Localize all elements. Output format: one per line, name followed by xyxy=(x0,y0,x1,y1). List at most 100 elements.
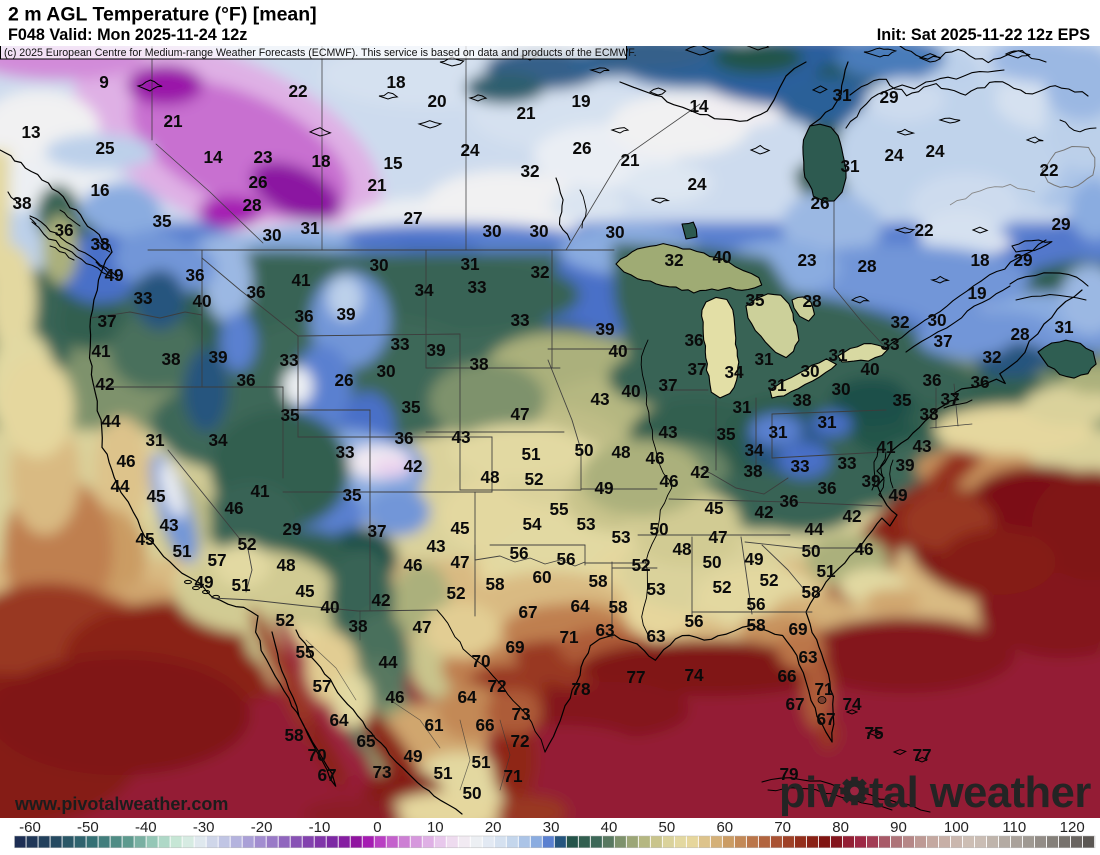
svg-text:32: 32 xyxy=(520,161,539,181)
svg-text:36: 36 xyxy=(394,428,413,448)
svg-text:2 m AGL Temperature (°F) [mean: 2 m AGL Temperature (°F) [mean] xyxy=(8,4,317,26)
svg-text:26: 26 xyxy=(248,172,267,192)
svg-text:35: 35 xyxy=(745,290,765,310)
svg-text:39: 39 xyxy=(895,455,914,475)
svg-text:33: 33 xyxy=(880,334,899,354)
svg-text:43: 43 xyxy=(159,515,178,535)
svg-text:70: 70 xyxy=(307,745,326,765)
svg-text:30: 30 xyxy=(927,310,946,330)
svg-text:51: 51 xyxy=(172,541,192,561)
svg-text:43: 43 xyxy=(426,536,445,556)
svg-text:29: 29 xyxy=(1013,250,1032,270)
svg-text:43: 43 xyxy=(590,389,609,409)
svg-text:37: 37 xyxy=(97,311,116,331)
svg-text:50: 50 xyxy=(649,519,668,539)
svg-text:51: 51 xyxy=(433,763,453,783)
svg-text:20: 20 xyxy=(427,91,446,111)
svg-text:33: 33 xyxy=(790,456,809,476)
svg-text:37: 37 xyxy=(687,359,706,379)
svg-text:35: 35 xyxy=(716,424,736,444)
svg-text:53: 53 xyxy=(646,579,665,599)
svg-text:73: 73 xyxy=(372,762,391,782)
svg-text:36: 36 xyxy=(185,265,204,285)
svg-text:24: 24 xyxy=(925,141,945,161)
svg-text:41: 41 xyxy=(876,437,896,457)
svg-text:31: 31 xyxy=(828,345,848,365)
svg-text:52: 52 xyxy=(631,555,650,575)
svg-text:58: 58 xyxy=(485,574,505,594)
svg-text:34: 34 xyxy=(414,280,434,300)
svg-text:14: 14 xyxy=(689,96,709,116)
svg-text:33: 33 xyxy=(279,350,298,370)
svg-text:0: 0 xyxy=(373,819,381,836)
svg-text:52: 52 xyxy=(759,570,778,590)
svg-text:61: 61 xyxy=(424,715,444,735)
svg-text:23: 23 xyxy=(253,147,272,167)
svg-text:49: 49 xyxy=(594,478,613,498)
svg-text:35: 35 xyxy=(152,211,172,231)
svg-text:47: 47 xyxy=(450,552,469,572)
svg-text:56: 56 xyxy=(509,543,528,563)
svg-text:43: 43 xyxy=(451,427,470,447)
svg-text:100: 100 xyxy=(944,819,969,836)
svg-text:66: 66 xyxy=(475,715,494,735)
svg-text:51: 51 xyxy=(231,575,251,595)
svg-text:36: 36 xyxy=(922,370,941,390)
svg-text:35: 35 xyxy=(892,390,912,410)
svg-text:69: 69 xyxy=(788,619,807,639)
svg-text:33: 33 xyxy=(335,442,354,462)
svg-text:38: 38 xyxy=(469,354,489,374)
svg-text:21: 21 xyxy=(516,103,536,123)
svg-text:32: 32 xyxy=(530,262,549,282)
svg-text:48: 48 xyxy=(672,539,692,559)
svg-text:46: 46 xyxy=(645,448,664,468)
svg-text:46: 46 xyxy=(403,555,422,575)
svg-text:46: 46 xyxy=(224,498,243,518)
svg-text:44: 44 xyxy=(110,476,130,496)
svg-text:80: 80 xyxy=(832,819,849,836)
svg-text:14: 14 xyxy=(203,147,223,167)
svg-text:40: 40 xyxy=(712,247,731,267)
svg-text:64: 64 xyxy=(570,596,590,616)
svg-text:40: 40 xyxy=(860,359,879,379)
svg-text:-30: -30 xyxy=(193,819,215,836)
svg-text:70: 70 xyxy=(774,819,791,836)
svg-text:18: 18 xyxy=(386,72,406,92)
svg-text:51: 51 xyxy=(816,561,836,581)
svg-text:28: 28 xyxy=(857,256,877,276)
svg-text:52: 52 xyxy=(712,577,731,597)
svg-text:31: 31 xyxy=(460,254,480,274)
svg-text:67: 67 xyxy=(317,765,336,785)
svg-text:24: 24 xyxy=(687,174,707,194)
svg-text:31: 31 xyxy=(1054,317,1074,337)
svg-text:71: 71 xyxy=(503,766,523,786)
svg-text:36: 36 xyxy=(779,491,798,511)
svg-text:28: 28 xyxy=(1010,324,1030,344)
svg-text:72: 72 xyxy=(487,676,506,696)
svg-text:49: 49 xyxy=(194,572,213,592)
svg-text:47: 47 xyxy=(708,527,727,547)
svg-text:-60: -60 xyxy=(19,819,41,836)
svg-text:9: 9 xyxy=(99,72,109,92)
svg-text:40: 40 xyxy=(621,381,640,401)
svg-text:44: 44 xyxy=(101,411,121,431)
svg-text:74: 74 xyxy=(842,694,862,714)
svg-text:19: 19 xyxy=(571,91,590,111)
svg-text:31: 31 xyxy=(832,85,852,105)
svg-text:20: 20 xyxy=(485,819,502,836)
svg-text:56: 56 xyxy=(746,594,765,614)
svg-text:21: 21 xyxy=(620,150,640,170)
svg-text:38: 38 xyxy=(792,390,812,410)
svg-text:63: 63 xyxy=(798,647,817,667)
svg-text:29: 29 xyxy=(282,519,301,539)
svg-text:67: 67 xyxy=(785,694,804,714)
svg-text:30: 30 xyxy=(831,379,850,399)
svg-text:38: 38 xyxy=(348,616,368,636)
svg-text:42: 42 xyxy=(842,506,861,526)
svg-text:21: 21 xyxy=(367,175,387,195)
svg-text:18: 18 xyxy=(970,250,990,270)
svg-text:34: 34 xyxy=(208,430,228,450)
svg-text:18: 18 xyxy=(311,151,331,171)
svg-text:44: 44 xyxy=(804,519,824,539)
svg-text:25: 25 xyxy=(95,138,115,158)
